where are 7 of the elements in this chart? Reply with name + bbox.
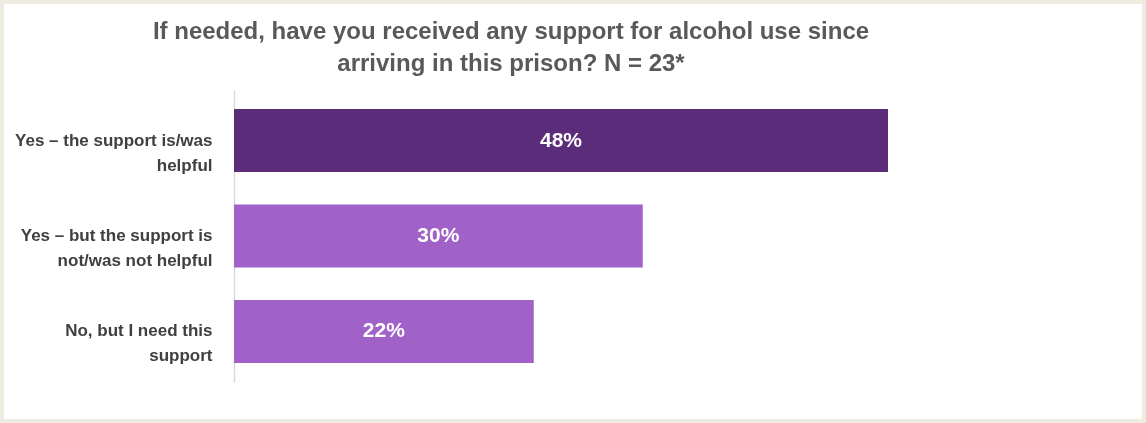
- y-tick-label: Yes – the support is/was helpful: [15, 130, 213, 175]
- y-tick-label: No, but I need this support: [65, 321, 213, 366]
- data-label: 22%: [362, 318, 406, 342]
- data-label: 30%: [417, 223, 460, 246]
- data-label: 48%: [539, 127, 583, 151]
- chart-title: If needed, have you received any support for alcohol use since arriving in this prison? N = 23*: [152, 17, 870, 76]
- y-tick-label: Yes – but the support is not/was not helpful: [20, 226, 213, 270]
